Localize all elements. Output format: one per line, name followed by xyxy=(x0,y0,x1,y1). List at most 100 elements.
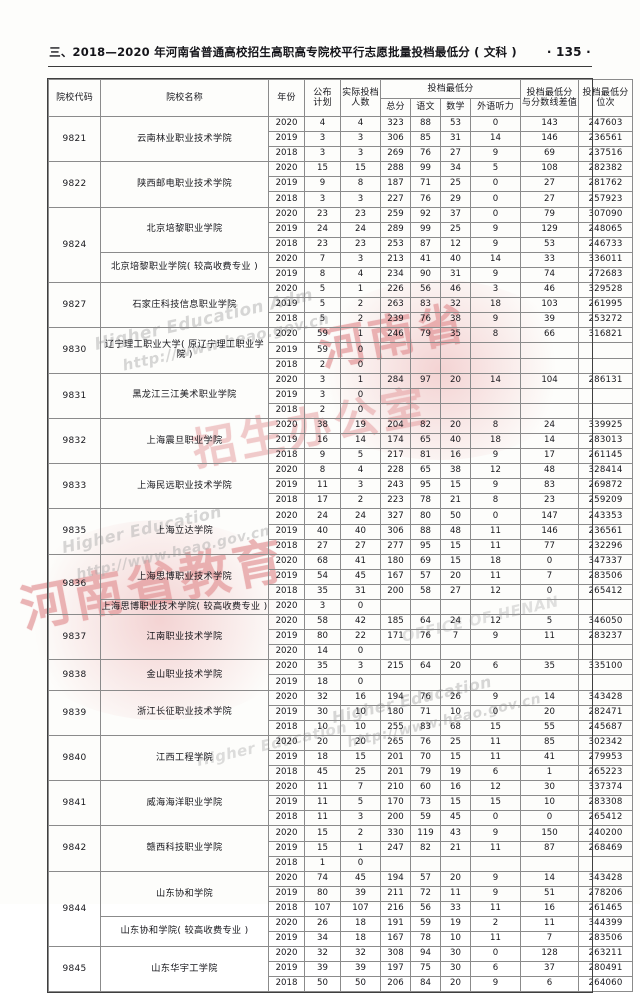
cell-total xyxy=(380,402,411,419)
cell-diff xyxy=(520,357,580,374)
cell-plan: 3 xyxy=(304,131,341,148)
cell-total: 234 xyxy=(380,266,411,284)
cell-actual: 22 xyxy=(340,629,381,646)
table-row: 2018 1 0 xyxy=(49,855,634,872)
table-row: 9841 威海海洋职业学院 2020 11 7 210 60 16 12 30 337374 xyxy=(48,780,634,827)
cell-school-code: 9845 xyxy=(48,946,101,993)
col-header-rank: 投档最低分 位次 xyxy=(578,79,634,117)
cell-foreign-listening xyxy=(469,598,522,616)
cell-actual: 0 xyxy=(340,644,381,661)
cell-rank: 272683 xyxy=(578,266,634,284)
cell-year: 2019 xyxy=(268,931,305,948)
cell-math: 38 xyxy=(440,312,471,329)
cell-foreign-listening: 15 xyxy=(469,719,522,736)
cell-rank: 236561 xyxy=(578,131,634,148)
cell-actual: 20 xyxy=(340,734,381,751)
cell-foreign-listening xyxy=(469,342,522,359)
cell-actual: 8 xyxy=(340,176,381,193)
cell-chinese: 59 xyxy=(410,810,441,827)
cell-school-name: 山东协和学院 xyxy=(100,870,269,917)
cell-foreign-listening: 12 xyxy=(469,463,522,480)
cell-school-code: 9835 xyxy=(48,508,101,555)
cell-diff: 0 xyxy=(520,583,580,601)
table-row: 9831 黑龙江三江美术职业学院 2020 3 1 284 97 20 14 104 286131 xyxy=(48,372,634,419)
cell-school-name: 山东协和学院( 较高收费专业 ) xyxy=(100,915,269,948)
cell-rank: 268469 xyxy=(578,840,634,857)
cell-foreign-listening: 6 xyxy=(469,765,522,782)
table-row: 2019 11 5 170 73 15 15 10 283308 xyxy=(49,795,634,812)
cell-rank: 265223 xyxy=(578,765,634,782)
cell-math: 20 xyxy=(440,417,471,434)
cell-foreign-listening xyxy=(469,402,522,419)
cell-year: 2020 xyxy=(268,115,305,133)
cell-total xyxy=(380,644,411,661)
cell-total: 167 xyxy=(380,931,411,948)
col-header-diff: 投档最低分 与分数线差值 xyxy=(520,79,580,117)
cell-year: 2019 xyxy=(268,795,305,812)
cell-total: 180 xyxy=(380,553,411,570)
cell-actual: 4 xyxy=(340,463,381,480)
cell-year: 2020 xyxy=(268,780,305,797)
cell-diff: 10 xyxy=(520,795,580,812)
cell-math: 21 xyxy=(440,493,471,510)
cell-plan: 3 xyxy=(304,372,341,389)
cell-diff: 1 xyxy=(520,765,580,782)
cell-actual: 0 xyxy=(340,342,381,359)
cell-diff: 7 xyxy=(520,568,580,585)
cell-math: 24 xyxy=(440,614,471,631)
cell-math: 26 xyxy=(440,689,471,706)
cell-rank: 237516 xyxy=(578,146,634,163)
table-row: 9837 江南职业技术学院 2020 58 42 185 64 24 12 5 346050 xyxy=(48,614,634,661)
cell-rank: 344399 xyxy=(578,915,634,933)
cell-chinese: 99 xyxy=(410,221,441,238)
cell-foreign-listening: 14 xyxy=(469,131,522,148)
cell-plan: 2 xyxy=(304,402,341,419)
cell-rank: 245687 xyxy=(578,719,634,736)
cell-actual: 3 xyxy=(340,191,381,208)
cell-year: 2019 xyxy=(268,432,305,450)
cell-plan: 24 xyxy=(304,508,341,525)
cell-math: 19 xyxy=(440,915,471,933)
table-head: 院校代码 院校名称 年份 公布 计划 实际投档 人数 投档最低分 投档最低分 与… xyxy=(48,79,634,117)
cell-chinese: 59 xyxy=(410,915,441,933)
table-row: 2019 40 40 306 88 48 11 146 236561 xyxy=(49,523,634,540)
cell-school-code: 9821 xyxy=(48,115,101,163)
cell-year: 2019 xyxy=(268,131,305,148)
cell-diff: 30 xyxy=(520,780,580,797)
cell-rank: 253272 xyxy=(578,312,634,329)
cell-total: 194 xyxy=(380,689,411,706)
cell-math: 12 xyxy=(440,236,471,253)
table-row: 2018 3 3 227 76 29 0 27 257923 xyxy=(49,191,634,208)
cell-plan: 4 xyxy=(304,115,341,133)
cell-year: 2018 xyxy=(268,976,305,993)
cell-chinese: 76 xyxy=(410,689,441,706)
cell-plan: 68 xyxy=(304,553,341,570)
cell-plan: 8 xyxy=(304,266,341,284)
cell-diff: 24 xyxy=(520,417,580,434)
cell-chinese: 88 xyxy=(410,523,441,540)
cell-total: 200 xyxy=(380,583,411,601)
cell-total xyxy=(380,855,411,872)
cell-plan: 80 xyxy=(304,885,341,902)
cell-total xyxy=(380,342,411,359)
cell-total: 197 xyxy=(380,961,411,978)
cell-plan: 35 xyxy=(304,659,341,676)
cell-year: 2018 xyxy=(268,191,305,208)
cell-diff: 0 xyxy=(520,810,580,827)
cell-rank: 247603 xyxy=(578,115,634,133)
cell-actual: 32 xyxy=(340,946,381,963)
page-number: · 135 · xyxy=(546,45,591,59)
cell-total: 284 xyxy=(380,372,411,389)
cell-math xyxy=(440,674,471,691)
cell-school-name: 上海震旦职业学院 xyxy=(100,417,269,465)
table-row: 2018 9 5 217 81 16 9 17 261145 xyxy=(49,448,634,465)
cell-foreign-listening: 11 xyxy=(469,749,522,767)
cell-plan: 11 xyxy=(304,478,341,495)
cell-total: 194 xyxy=(380,870,411,887)
cell-plan: 15 xyxy=(304,161,341,178)
table-row: 9836 上海思博职业技术学院 2020 68 41 180 69 15 18 0 347337 xyxy=(48,553,634,616)
cell-math: 16 xyxy=(440,448,471,465)
cell-total: 263 xyxy=(380,297,411,314)
cell-school-code: 9837 xyxy=(48,614,101,661)
cell-plan: 40 xyxy=(304,523,341,540)
